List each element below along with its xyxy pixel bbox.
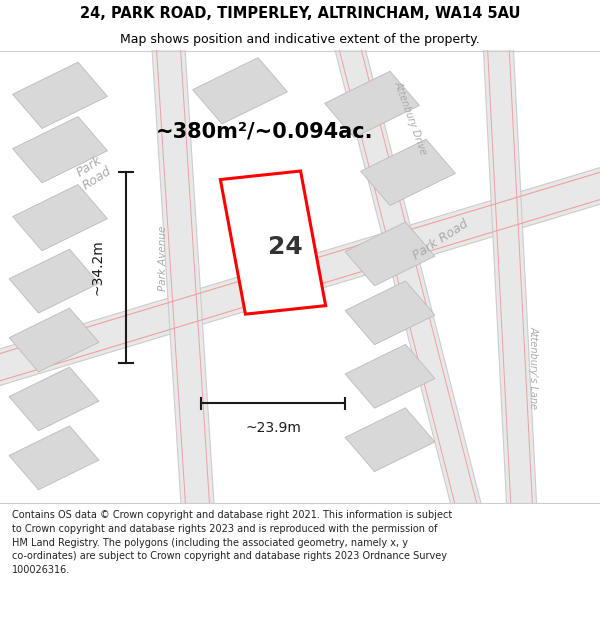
Text: Attenbury's Lane: Attenbury's Lane (529, 326, 539, 409)
Polygon shape (345, 281, 435, 345)
Text: Park Avenue: Park Avenue (158, 226, 168, 291)
Polygon shape (345, 222, 435, 286)
Polygon shape (9, 249, 99, 313)
Polygon shape (193, 58, 287, 124)
Polygon shape (9, 426, 99, 490)
Polygon shape (9, 308, 99, 372)
Polygon shape (345, 408, 435, 472)
Polygon shape (13, 116, 107, 183)
Text: ~34.2m: ~34.2m (90, 239, 104, 296)
Polygon shape (220, 171, 326, 314)
Text: Park Road: Park Road (411, 217, 471, 263)
Text: Map shows position and indicative extent of the property.: Map shows position and indicative extent… (120, 32, 480, 46)
Polygon shape (483, 41, 537, 512)
Text: Contains OS data © Crown copyright and database right 2021. This information is : Contains OS data © Crown copyright and d… (12, 511, 452, 575)
Text: 24: 24 (268, 235, 302, 259)
Polygon shape (361, 139, 455, 206)
Polygon shape (13, 184, 107, 251)
Text: Attenbury Drive: Attenbury Drive (393, 80, 429, 156)
Polygon shape (152, 41, 214, 512)
Polygon shape (345, 344, 435, 408)
Polygon shape (9, 367, 99, 431)
Polygon shape (0, 161, 600, 392)
Polygon shape (333, 39, 483, 514)
Polygon shape (325, 71, 419, 138)
Text: Park Road: Park Road (224, 188, 274, 225)
Polygon shape (13, 62, 107, 129)
Text: ~23.9m: ~23.9m (245, 421, 301, 436)
Text: 24, PARK ROAD, TIMPERLEY, ALTRINCHAM, WA14 5AU: 24, PARK ROAD, TIMPERLEY, ALTRINCHAM, WA… (80, 6, 520, 21)
Text: ~380m²/~0.094ac.: ~380m²/~0.094ac. (155, 121, 373, 141)
Text: Park
Road: Park Road (73, 152, 113, 192)
